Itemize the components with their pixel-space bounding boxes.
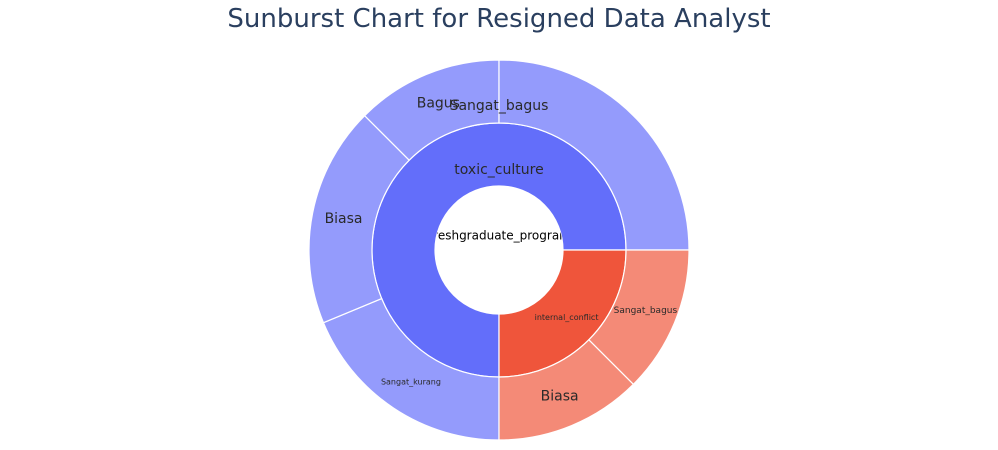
segment-label-internal-conflict-biasa: Biasa bbox=[541, 388, 579, 404]
segment-label-internal-conflict: internal_conflict bbox=[535, 313, 599, 322]
segment-label-toxic-culture-sangat-bagus: Sangat_bagus bbox=[450, 98, 549, 114]
root-label: Freshgraduate_program bbox=[427, 229, 571, 243]
segment-label-toxic-culture-biasa: Biasa bbox=[325, 211, 363, 227]
segment-label-internal-conflict-sangat-bagus: Sangat_bagus bbox=[614, 306, 678, 316]
segment-label-toxic-culture-bagus: Bagus bbox=[417, 96, 460, 112]
sunburst-segments bbox=[308, 59, 690, 441]
segment-label-toxic-culture: toxic_culture bbox=[454, 162, 543, 178]
segment-internal-conflict-biasa[interactable] bbox=[498, 338, 635, 441]
chart-title: Sunburst Chart for Resigned Data Analyst bbox=[227, 4, 771, 34]
segment-label-toxic-culture-sangat-kurang: Sangat_kurang bbox=[381, 377, 441, 386]
sunburst-labels: Freshgraduate_program toxic_cultureintern… bbox=[325, 96, 678, 405]
